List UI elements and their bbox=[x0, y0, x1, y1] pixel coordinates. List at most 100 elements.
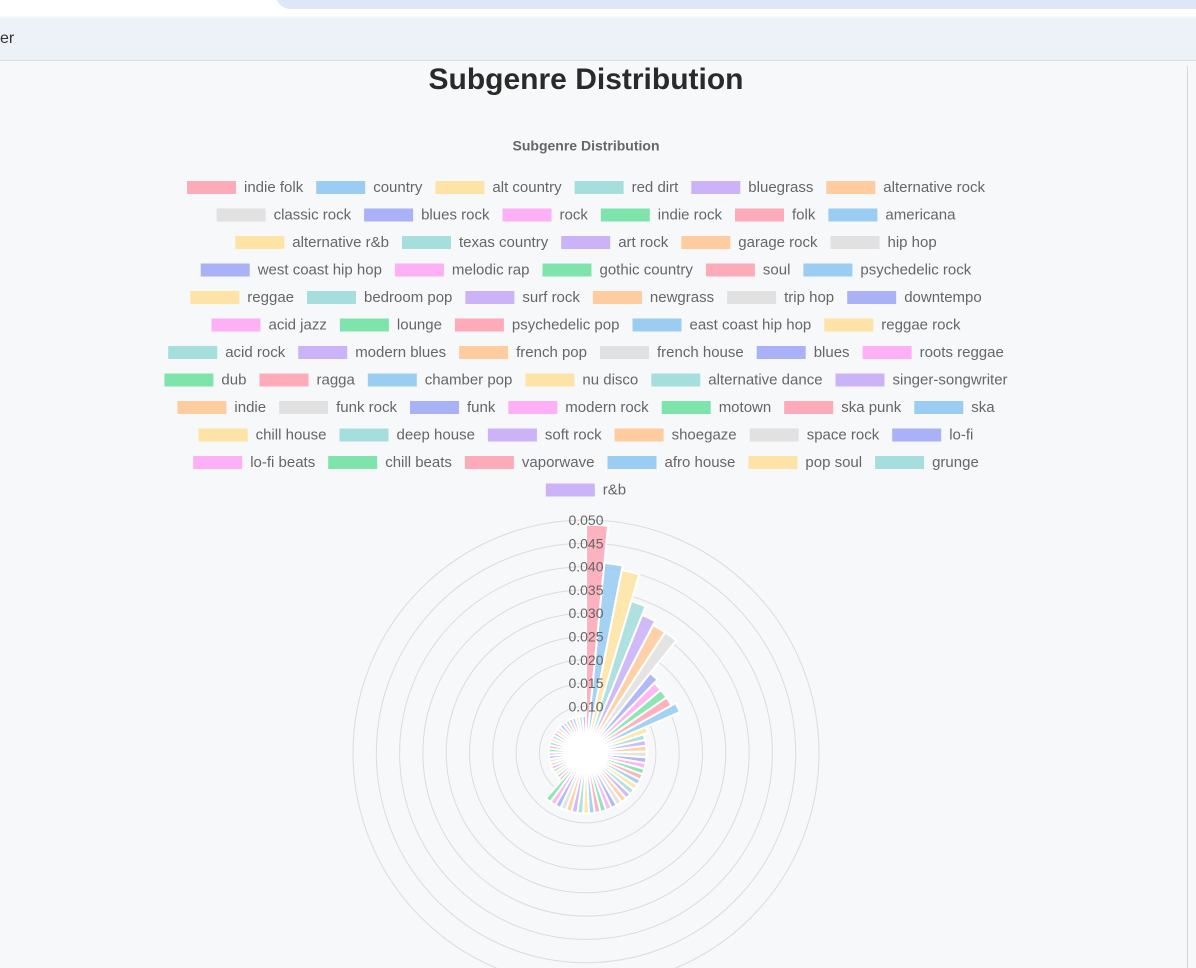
legend-item-indie[interactable]: indie bbox=[177, 399, 266, 416]
legend-item-modern-blues[interactable]: modern blues bbox=[298, 344, 446, 361]
legend-item-psychedelic-pop[interactable]: psychedelic pop bbox=[454, 317, 620, 334]
legend-label: hip hop bbox=[888, 234, 937, 251]
legend-item-lo-fi[interactable]: lo-fi bbox=[892, 427, 973, 444]
legend-item-ragga[interactable]: ragga bbox=[259, 372, 356, 389]
legend-item-alt-country[interactable]: alt country bbox=[435, 179, 562, 196]
legend-label: reggae rock bbox=[881, 317, 961, 334]
legend-item-indie-folk[interactable]: indie folk bbox=[187, 179, 304, 196]
legend-label: chill house bbox=[256, 427, 327, 444]
legend-item-art-rock[interactable]: art rock bbox=[561, 234, 669, 251]
legend-item-garage-rock[interactable]: garage rock bbox=[681, 234, 818, 251]
legend-item-bedroom-pop[interactable]: bedroom pop bbox=[307, 289, 452, 306]
legend-item-pop-soul[interactable]: pop soul bbox=[748, 454, 862, 471]
legend-item-melodic-rap[interactable]: melodic rap bbox=[394, 262, 530, 279]
legend-label: french house bbox=[657, 344, 744, 361]
legend-item-chamber-pop[interactable]: chamber pop bbox=[367, 372, 513, 389]
legend-item-chill-house[interactable]: chill house bbox=[198, 427, 327, 444]
legend-swatch bbox=[168, 346, 218, 359]
legend-item-americana[interactable]: americana bbox=[828, 207, 956, 224]
legend-item-shoegaze[interactable]: shoegaze bbox=[614, 427, 737, 444]
legend-item-blues-rock[interactable]: blues rock bbox=[364, 207, 490, 224]
legend-item-reggae-rock[interactable]: reggae rock bbox=[824, 317, 961, 334]
legend-label: pop soul bbox=[805, 454, 862, 471]
legend-swatch bbox=[487, 428, 537, 442]
legend-item-west-coast-hip-hop[interactable]: west coast hip hop bbox=[200, 262, 382, 279]
legend-item-roots-reggae[interactable]: roots reggae bbox=[862, 344, 1004, 361]
legend-item-trip-hop[interactable]: trip hop bbox=[727, 289, 834, 306]
legend-item-blues[interactable]: blues bbox=[756, 344, 850, 361]
legend-item-rock[interactable]: rock bbox=[502, 207, 589, 224]
legend-item-acid-jazz[interactable]: acid jazz bbox=[211, 317, 327, 334]
radial-tick-label: 0.010 bbox=[568, 698, 603, 714]
legend-item-surf-rock[interactable]: surf rock bbox=[465, 289, 580, 306]
legend-item-deep-house[interactable]: deep house bbox=[339, 427, 475, 444]
legend-item-alternative-r-b[interactable]: alternative r&b bbox=[235, 234, 389, 251]
slice-alternative-r-b[interactable] bbox=[585, 725, 650, 754]
legend-item-singer-songwriter[interactable]: singer-songwriter bbox=[835, 372, 1008, 389]
legend-item-vaporwave[interactable]: vaporwave bbox=[464, 454, 595, 471]
chart-slices bbox=[544, 523, 682, 815]
legend-item-classic-rock[interactable]: classic rock bbox=[216, 207, 352, 224]
legend-item-alternative-dance[interactable]: alternative dance bbox=[651, 372, 823, 389]
legend-label: gothic country bbox=[600, 262, 694, 279]
legend-swatch bbox=[828, 208, 878, 222]
slice-americana[interactable] bbox=[585, 701, 682, 754]
legend-item-hip-hop[interactable]: hip hop bbox=[830, 234, 937, 251]
legend-item-psychedelic-rock[interactable]: psychedelic rock bbox=[803, 262, 972, 279]
legend-item-acid-rock[interactable]: acid rock bbox=[168, 344, 286, 361]
legend-label: funk rock bbox=[336, 399, 397, 416]
legend-swatch bbox=[803, 263, 853, 277]
legend-label: lounge bbox=[397, 317, 442, 334]
slice-blues-rock[interactable] bbox=[585, 671, 660, 754]
legend-label: reggae bbox=[247, 289, 294, 306]
legend-swatch bbox=[651, 373, 701, 387]
legend-item-space-rock[interactable]: space rock bbox=[749, 427, 880, 444]
legend-swatch bbox=[459, 346, 509, 359]
legend-swatch bbox=[756, 346, 806, 359]
legend-swatch bbox=[545, 483, 595, 497]
legend-item-afro-house[interactable]: afro house bbox=[607, 454, 736, 471]
legend-swatch bbox=[235, 236, 285, 249]
legend-label: alternative rock bbox=[883, 179, 985, 196]
legend-item-newgrass[interactable]: newgrass bbox=[592, 289, 714, 306]
legend-swatch bbox=[200, 263, 250, 277]
legend-item-country[interactable]: country bbox=[316, 179, 423, 196]
legend-label: east coast hip hop bbox=[690, 317, 812, 334]
legend-item-french-pop[interactable]: french pop bbox=[459, 344, 587, 361]
legend-item-texas-country[interactable]: texas country bbox=[402, 234, 549, 251]
legend-item-nu-disco[interactable]: nu disco bbox=[525, 372, 638, 389]
legend-item-r-b[interactable]: r&b bbox=[545, 482, 626, 499]
legend-item-reggae[interactable]: reggae bbox=[190, 289, 294, 306]
legend-item-alternative-rock[interactable]: alternative rock bbox=[826, 179, 986, 196]
slice-classic-rock[interactable] bbox=[585, 630, 678, 754]
legend-label: motown bbox=[719, 399, 772, 416]
legend-item-red-dirt[interactable]: red dirt bbox=[574, 179, 680, 196]
legend-item-east-coast-hip-hop[interactable]: east coast hip hop bbox=[632, 317, 812, 334]
legend-item-gothic-country[interactable]: gothic country bbox=[542, 262, 694, 279]
legend-item-downtempo[interactable]: downtempo bbox=[847, 289, 982, 306]
legend-label: indie rock bbox=[658, 207, 723, 224]
legend-item-funk-rock[interactable]: funk rock bbox=[279, 399, 397, 416]
legend-label: nu disco bbox=[582, 372, 638, 389]
legend-item-chill-beats[interactable]: chill beats bbox=[328, 454, 452, 471]
legend-item-soft-rock[interactable]: soft rock bbox=[487, 427, 602, 444]
legend-item-folk[interactable]: folk bbox=[735, 207, 816, 224]
legend-swatch bbox=[691, 181, 741, 194]
legend-item-lounge[interactable]: lounge bbox=[339, 317, 442, 334]
legend-item-dub[interactable]: dub bbox=[164, 372, 246, 389]
legend-item-funk[interactable]: funk bbox=[410, 399, 496, 416]
legend-item-french-house[interactable]: french house bbox=[600, 344, 744, 361]
legend-swatch bbox=[367, 373, 417, 387]
slice-r-b[interactable] bbox=[581, 714, 587, 754]
legend-item-ska-punk[interactable]: ska punk bbox=[784, 399, 902, 416]
legend-item-ska[interactable]: ska bbox=[914, 399, 995, 416]
legend-item-grunge[interactable]: grunge bbox=[875, 454, 979, 471]
legend-item-bluegrass[interactable]: bluegrass bbox=[691, 179, 813, 196]
legend-swatch bbox=[464, 456, 514, 469]
legend-item-lo-fi-beats[interactable]: lo-fi beats bbox=[193, 454, 315, 471]
legend-item-modern-rock[interactable]: modern rock bbox=[508, 399, 649, 416]
legend-item-motown[interactable]: motown bbox=[661, 399, 772, 416]
legend-item-soul[interactable]: soul bbox=[705, 262, 791, 279]
legend-swatch bbox=[727, 291, 777, 304]
legend-item-indie-rock[interactable]: indie rock bbox=[600, 207, 723, 224]
